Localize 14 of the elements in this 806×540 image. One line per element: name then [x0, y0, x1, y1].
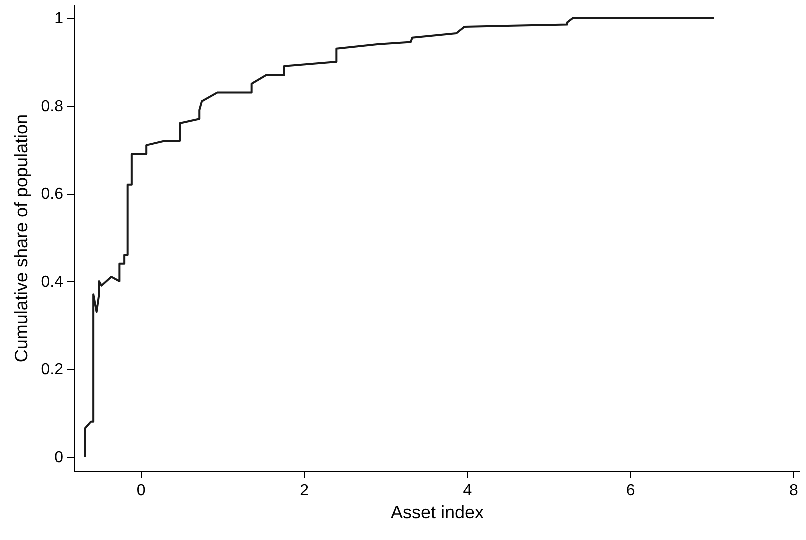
x-tick-label: 2	[300, 482, 310, 500]
y-tick-label: 1	[54, 10, 64, 28]
x-tick-label: 4	[463, 482, 472, 500]
x-tick-label: 0	[136, 482, 146, 500]
x-axis-title: Asset index	[390, 502, 484, 522]
y-tick-label: 0	[54, 449, 64, 466]
line-series	[84, 17, 716, 458]
y-tick-label: 0.8	[41, 98, 64, 116]
y-axis-title: Cumulative share of population	[11, 114, 32, 363]
y-tick-label: 0.6	[41, 186, 64, 204]
x-tick-label: 6	[626, 482, 636, 500]
y-tick-label: 0.4	[41, 274, 64, 291]
x-tick-label: 8	[790, 482, 799, 500]
y-tick-label: 0.2	[41, 362, 64, 379]
